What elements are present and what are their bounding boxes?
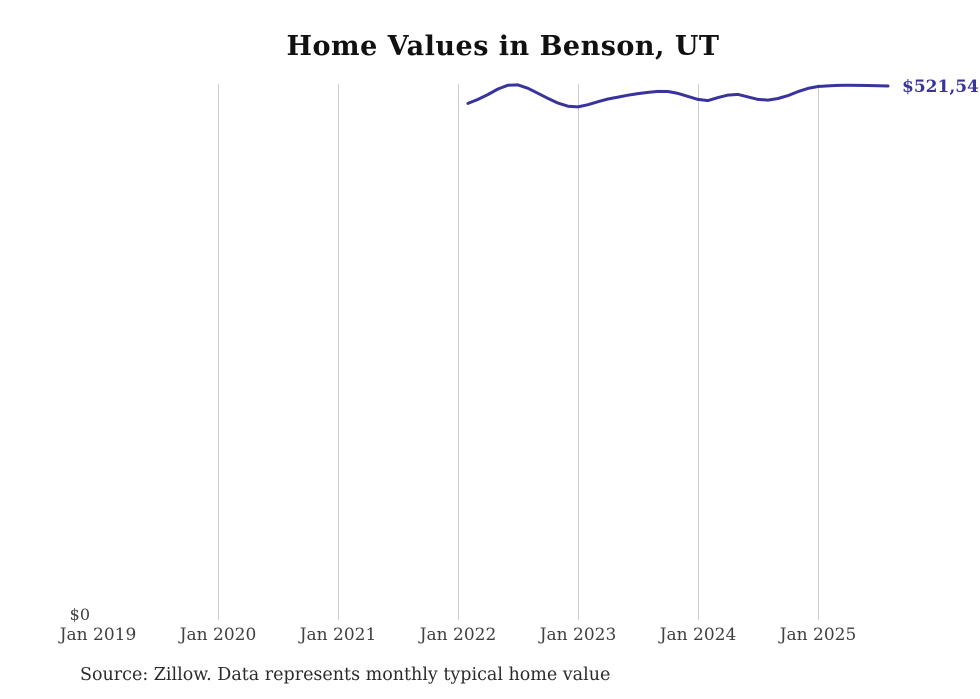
- x-axis-tick-label: Jan 2024: [659, 625, 737, 645]
- x-axis-tick-label: Jan 2025: [779, 625, 857, 645]
- y-axis-zero-label: $0: [69, 605, 90, 624]
- x-axis-tick-label: Jan 2022: [419, 625, 497, 645]
- source-note: Source: Zillow. Data represents monthly …: [80, 665, 611, 685]
- x-axis-tick-label: Jan 2020: [179, 625, 257, 645]
- home-value-line: [466, 83, 890, 109]
- chart-title: Home Values in Benson, UT: [286, 31, 720, 62]
- x-axis-tick-label: Jan 2021: [299, 625, 377, 645]
- year-gridlines: [218, 84, 819, 620]
- x-axis-tick-label: Jan 2023: [539, 625, 617, 645]
- latest-value-label: $521,542: [902, 77, 980, 97]
- x-axis-tick-label: Jan 2019: [59, 625, 137, 645]
